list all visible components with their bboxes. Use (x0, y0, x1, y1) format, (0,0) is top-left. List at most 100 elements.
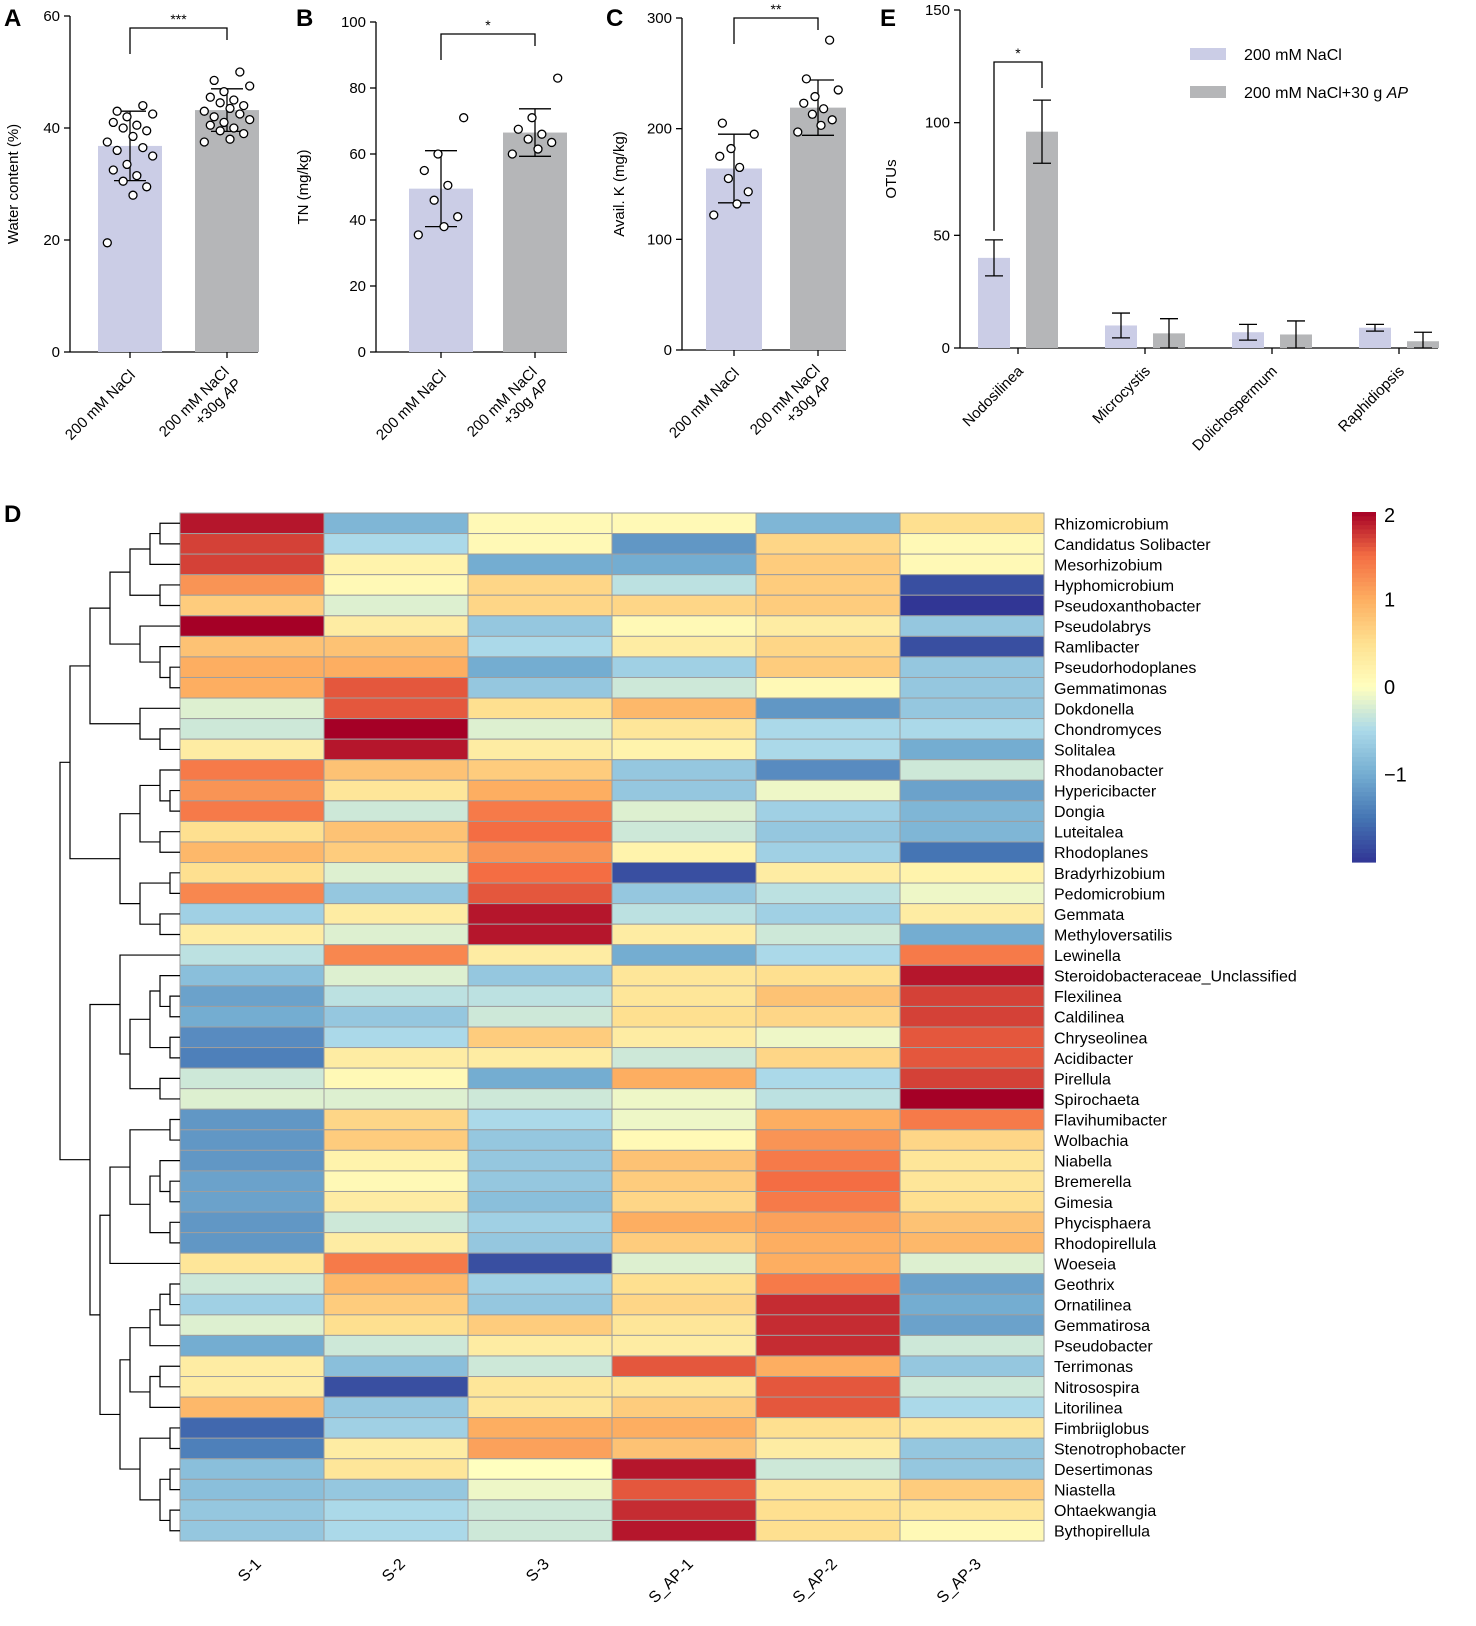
heatmap-row-label: Gemmata (1054, 907, 1124, 924)
colorbar-segment (1352, 848, 1376, 854)
colorbar-segment (1352, 695, 1376, 701)
heatmap-cell (899, 923, 1045, 946)
heatmap-cell (323, 923, 469, 946)
heatmap-cell (899, 1273, 1045, 1295)
data-point (533, 144, 543, 154)
bar (1359, 327, 1391, 348)
dendrogram-branch (169, 666, 180, 689)
heatmap-cell (467, 1314, 613, 1336)
heatmap-cell (899, 553, 1045, 576)
heatmap-cell (179, 1396, 325, 1419)
heatmap-cell (899, 1519, 1045, 1542)
heatmap-cell (755, 862, 901, 884)
heatmap-row-label: Rhodanobacter (1054, 763, 1164, 780)
heatmap-cell (323, 1334, 469, 1357)
colorbar-segment (1352, 743, 1376, 749)
heatmap-cell (611, 759, 757, 781)
data-point (128, 190, 138, 200)
heatmap-cell (755, 923, 901, 946)
heatmap-cell (755, 1376, 901, 1398)
heatmap-cell (323, 1108, 469, 1131)
significance-bracket (733, 17, 819, 44)
y-tick-label: 60 (349, 146, 366, 163)
y-tick-label: 300 (647, 10, 672, 27)
colorbar-segment (1352, 752, 1376, 758)
colorbar-segment (1352, 634, 1376, 640)
dendrogram-branch (149, 1375, 180, 1408)
heatmap-cell (323, 985, 469, 1007)
colorbar-segment (1352, 687, 1376, 692)
heatmap-cell (467, 862, 613, 884)
heatmap-cell (467, 1499, 613, 1521)
data-point (225, 134, 235, 144)
heatmap-cell (755, 820, 901, 843)
heatmap-cell (899, 1211, 1045, 1234)
colorbar-segment (1352, 787, 1376, 793)
colorbar-segment (1352, 638, 1376, 644)
heatmap-cell (179, 635, 325, 658)
heatmap-cell (323, 779, 469, 802)
colorbar-segment (1352, 673, 1376, 679)
heatmap-cell (179, 1211, 325, 1234)
heatmap-cell (323, 1149, 469, 1172)
dendrogram-branch (149, 532, 180, 565)
colorbar-segment (1352, 765, 1376, 771)
heatmap-column-label: S-3 (523, 1556, 553, 1586)
heatmap-cell (467, 697, 613, 720)
panel-a-water-content-chart: A Water content (%) 0 20 40 60 200 mM NaCl 200 … (4, 5, 259, 444)
dendrogram-branch (139, 784, 160, 843)
heatmap-cell (611, 1273, 757, 1295)
dendrogram-branch (59, 761, 90, 1161)
colorbar-segment (1352, 551, 1376, 557)
y-axis-label: OTUs (883, 159, 900, 198)
heatmap-cell (323, 594, 469, 617)
data-point (824, 35, 835, 45)
data-point (743, 187, 753, 197)
colorbar-segment (1352, 844, 1376, 850)
heatmap-cell (323, 615, 469, 637)
x-category-label: Raphidiopsis (1335, 363, 1408, 436)
data-point (205, 92, 215, 102)
heatmap-cell (179, 656, 325, 678)
data-point (138, 100, 148, 111)
heatmap-cell (899, 862, 1045, 884)
colorbar-segment (1352, 621, 1376, 627)
data-point (715, 151, 725, 161)
heatmap-cell (755, 964, 901, 987)
heatmap-cell (899, 1458, 1045, 1480)
x-category-label-line: 200 mM NaCl (373, 367, 450, 444)
data-point (118, 123, 128, 133)
heatmap-cell (323, 1211, 469, 1234)
heatmap-cell (467, 1047, 613, 1069)
heatmap-cell (467, 1519, 613, 1542)
colorbar-segment (1352, 669, 1376, 675)
colorbar-segment (1352, 783, 1376, 789)
heatmap-cell (179, 985, 325, 1007)
heatmap-cell (611, 676, 757, 699)
heatmap-cell (323, 841, 469, 864)
heatmap-row-label: Flavihumibacter (1054, 1113, 1168, 1130)
heatmap-row-label: Steroidobacteraceae_Unclassified (1054, 969, 1297, 986)
heatmap-cell (467, 1293, 613, 1316)
heatmap-cell (611, 779, 757, 802)
colorbar-segment (1352, 730, 1376, 736)
heatmap-cell (467, 903, 613, 925)
heatmap-cell (323, 574, 469, 596)
dendrogram-branch (169, 1427, 180, 1450)
heatmap-cell (179, 512, 325, 535)
heatmap-cell (323, 944, 469, 966)
heatmap-cell (323, 1519, 469, 1542)
heatmap-cell (323, 1293, 469, 1316)
heatmap-cell (179, 1376, 325, 1398)
data-point (199, 137, 209, 147)
heatmap-cell (611, 841, 757, 864)
data-point (219, 86, 229, 97)
heatmap-cell (899, 1334, 1045, 1357)
heatmap-cell (179, 1149, 325, 1172)
colorbar-segment (1352, 643, 1376, 649)
heatmap-cell (467, 512, 613, 535)
heatmap-cell (611, 944, 757, 966)
data-point (215, 126, 225, 136)
heatmap-cell (179, 1088, 325, 1110)
heatmap-cell (323, 553, 469, 576)
